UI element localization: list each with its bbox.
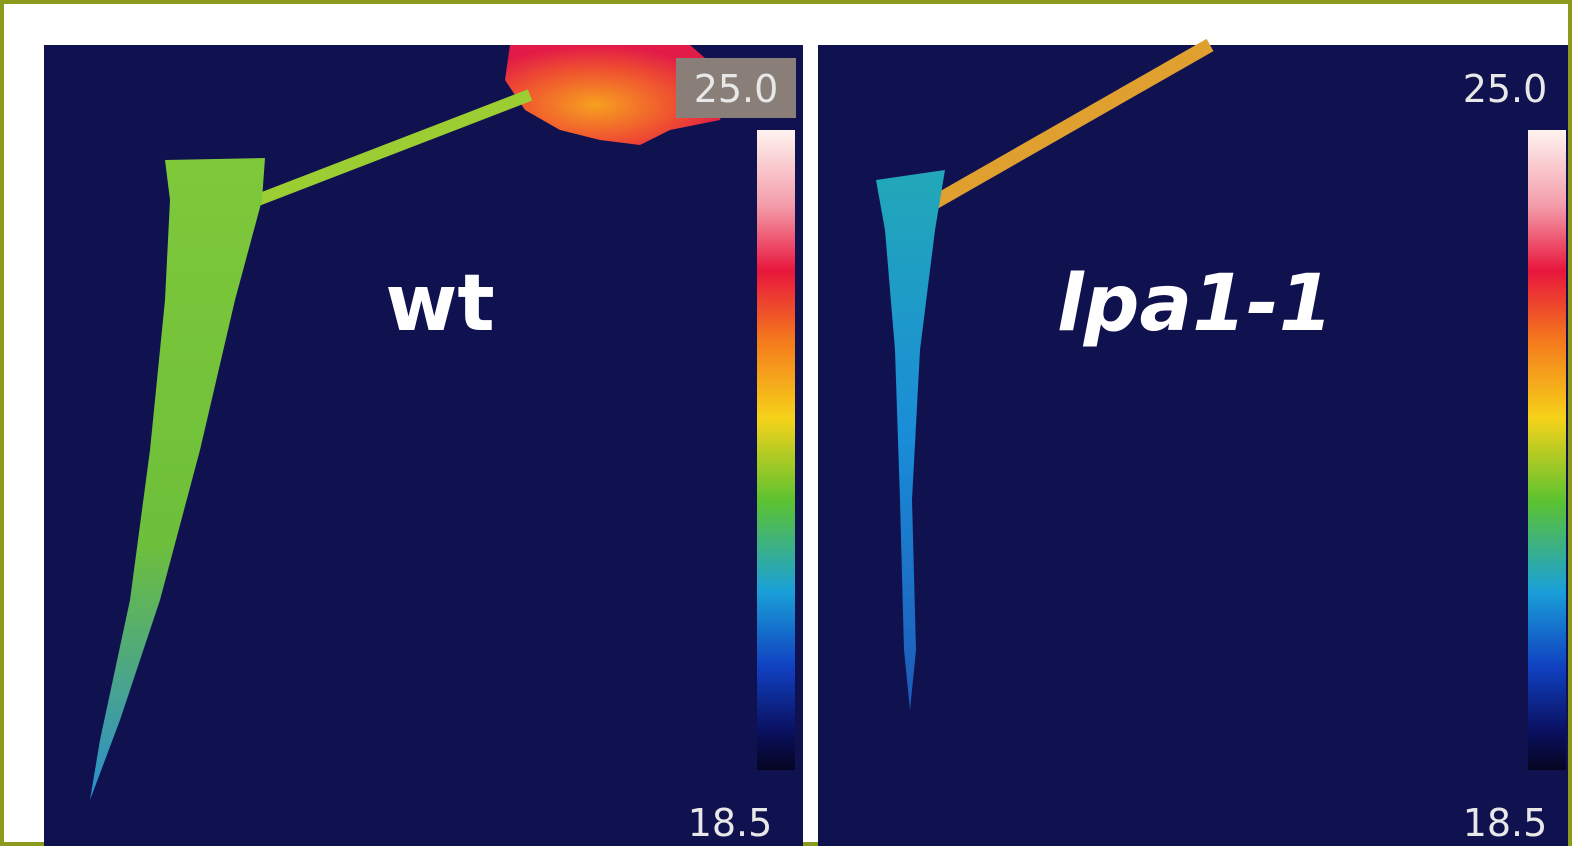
scale-min: 18.5: [688, 801, 773, 845]
scale-max: 25.0: [1463, 67, 1548, 111]
color-bar: [757, 130, 795, 770]
figure: 25.0 18.5 wt 25.0 18.5 lpa1-1: [0, 0, 1572, 846]
thermal-image: [818, 45, 1568, 846]
panel-label: lpa1-1: [1057, 259, 1333, 349]
color-bar: [1528, 130, 1566, 770]
panel-wt: 25.0 18.5 wt: [44, 45, 803, 846]
scale-max: 25.0: [694, 67, 779, 111]
page: 25.0 18.5 wt 25.0 18.5 lpa1-1 (() => { c…: [0, 0, 1572, 846]
panel-label: wt: [385, 259, 494, 349]
scale-min: 18.5: [1463, 801, 1548, 845]
panel-lpa1-1: 25.0 18.5 lpa1-1: [818, 45, 1568, 846]
